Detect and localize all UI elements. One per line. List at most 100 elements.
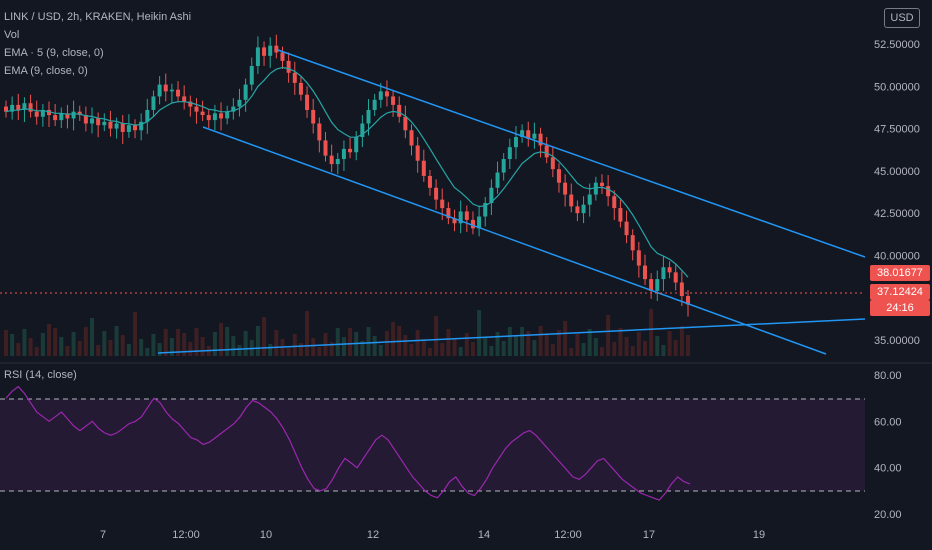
candle-body	[212, 113, 217, 121]
candle-body	[606, 186, 611, 197]
candle-body	[532, 133, 537, 139]
volume-bar	[612, 342, 617, 356]
candle-body	[157, 84, 162, 97]
candle-body	[569, 194, 574, 207]
volume-bar	[200, 337, 205, 356]
volume-bar	[151, 334, 156, 356]
candle-body	[96, 118, 101, 126]
candle-body	[311, 109, 316, 124]
volume-bar	[686, 335, 690, 356]
volume-bar	[262, 317, 267, 356]
currency-badge[interactable]: USD	[884, 8, 920, 28]
volume-bar	[65, 346, 70, 356]
volume-bar	[378, 345, 383, 356]
candle-body	[274, 45, 279, 53]
candle-body	[556, 169, 561, 183]
candle-body	[458, 211, 463, 224]
volume-bar	[16, 343, 21, 356]
candle-body	[360, 123, 365, 138]
volume-bar	[507, 327, 512, 356]
candle-body	[329, 155, 334, 165]
price-axis-tick: 40.00000	[874, 250, 920, 262]
volume-legend[interactable]: Vol	[4, 29, 20, 41]
ema-line	[5, 66, 689, 278]
candle-body	[434, 187, 439, 200]
candle-body	[464, 211, 469, 220]
volume-bar	[391, 322, 396, 356]
price-axis-tick: 50.00000	[874, 81, 920, 93]
last-price-tag: 38.01677	[870, 265, 930, 281]
candle-body	[22, 103, 27, 110]
candle-body	[655, 279, 660, 291]
volume-bar	[642, 341, 647, 356]
volume-bar	[372, 336, 377, 356]
volume-bar	[114, 326, 119, 356]
volume-bar	[176, 329, 181, 356]
volume-bar	[298, 343, 303, 356]
volume-bar	[120, 335, 125, 356]
candle-body	[581, 204, 586, 214]
candle-body	[630, 235, 635, 251]
volume-bar	[569, 348, 574, 356]
volume-bar	[667, 331, 672, 356]
volume-bar	[274, 330, 279, 356]
candle-body	[452, 218, 457, 224]
candle-body	[335, 159, 340, 165]
time-axis-tick: 12	[367, 529, 379, 541]
volume-bar	[409, 344, 414, 356]
volume-bar	[593, 338, 598, 356]
volume-bar	[292, 334, 297, 356]
volume-bar	[464, 333, 469, 356]
ema-legend-2[interactable]: EMA (9, close, 0)	[4, 65, 88, 77]
candle-body	[200, 111, 205, 116]
rsi-overbought-band	[0, 399, 865, 491]
candle-body	[661, 267, 666, 280]
volume-bar	[255, 326, 260, 356]
candle-body	[114, 123, 119, 129]
volume-bar	[618, 328, 623, 356]
volume-bar	[231, 336, 236, 356]
price-axis-tick: 35.00000	[874, 335, 920, 347]
candle-body	[255, 47, 260, 66]
rsi-line	[5, 385, 691, 501]
candle-body	[176, 89, 181, 97]
ema-legend-1[interactable]: EMA · 5 (9, close, 0)	[4, 47, 104, 59]
volume-bar	[470, 342, 475, 356]
candle-body	[341, 148, 346, 160]
candle-body	[139, 121, 144, 131]
candle-body	[151, 96, 156, 110]
volume-bar	[126, 344, 131, 356]
rsi-axis-tick: 20.00	[874, 509, 902, 521]
volume-bar	[538, 326, 543, 356]
candle-body	[16, 104, 21, 110]
candle-body	[415, 145, 420, 161]
support-trendline	[157, 318, 866, 354]
time-axis-tick: 7	[100, 529, 106, 541]
candle-body	[231, 106, 236, 112]
candle-body	[194, 106, 199, 112]
candle-body	[249, 65, 254, 85]
candle-body	[83, 115, 88, 124]
volume-bar	[28, 338, 33, 356]
candle-body	[378, 91, 383, 100]
candle-body	[427, 175, 432, 188]
volume-bar	[71, 332, 76, 356]
candle-body	[188, 101, 193, 107]
candle-body	[575, 206, 580, 214]
volume-bar	[532, 340, 537, 356]
candle-body	[440, 199, 445, 209]
candle-body	[77, 111, 82, 116]
current-price-tag: 37.12424	[870, 284, 930, 300]
candle-body	[243, 84, 248, 100]
candle-body	[624, 221, 629, 236]
volume-bar	[606, 315, 611, 356]
volume-bar	[624, 337, 629, 356]
candle-body	[593, 182, 598, 195]
volume-bar	[335, 328, 340, 356]
volume-bar	[403, 335, 408, 356]
candle-body	[397, 104, 402, 117]
volume-bar	[139, 339, 144, 356]
candle-body	[145, 109, 150, 122]
candle-body	[120, 123, 125, 132]
rsi-legend[interactable]: RSI (14, close)	[4, 369, 77, 381]
